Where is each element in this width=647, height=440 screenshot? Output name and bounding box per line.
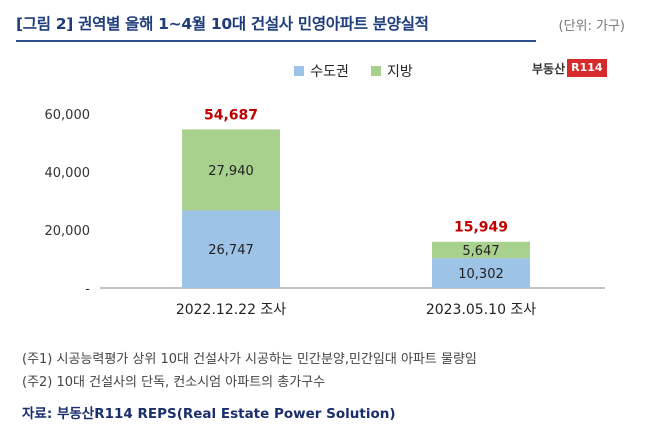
y-tick-label: -: [85, 282, 90, 297]
data-label: 27,940: [208, 164, 254, 179]
x-category-label: 2022.12.22 조사: [176, 302, 286, 318]
data-label: 26,747: [208, 243, 254, 258]
data-label: 10,302: [458, 267, 504, 282]
title-underline: [16, 40, 536, 42]
bar-segment-metro: [432, 258, 530, 288]
legend-swatch-metro: [294, 66, 305, 76]
legend-label-regional: 지방: [386, 64, 413, 80]
x-category-label: 2023.05.10 조사: [426, 302, 536, 318]
chart-legend: 수도권 지방: [0, 61, 647, 81]
chart-title: [그림 2] 권역별 올해 1~4월 10대 건설사 민영아파트 분양실적: [16, 15, 429, 33]
legend-label-metro: 수도권: [310, 64, 349, 80]
bar-segment-regional: [182, 129, 280, 211]
data-label: 5,647: [462, 244, 499, 259]
total-label: 15,949: [454, 220, 508, 236]
y-tick-label: 20,000: [45, 224, 91, 239]
source-note: 자료: 부동산R114 REPS(Real Estate Power Solut…: [22, 406, 396, 422]
legend-item-regional: 지방: [370, 61, 413, 81]
footnote-1: (주1) 시공능력평가 상위 10대 건설사가 시공하는 민간분양,민간임대 아…: [22, 352, 477, 367]
total-label: 54,687: [204, 107, 258, 123]
legend-swatch-regional: [370, 66, 381, 76]
unit-label: (단위: 가구): [558, 19, 626, 34]
y-tick-label: 60,000: [45, 108, 91, 123]
logo-text: 부동산: [532, 61, 566, 76]
legend-item-metro: 수도권: [294, 61, 349, 81]
r114-logo: 부동산 R114: [532, 58, 607, 78]
logo-badge: R114: [567, 59, 607, 77]
y-tick-label: 40,000: [45, 166, 91, 181]
footnote-2: (주2) 10대 건설사의 단독, 컨소시엄 아파트의 총가구수: [22, 375, 326, 390]
footnotes: (주1) 시공능력평가 상위 10대 건설사가 시공하는 민간분양,민간임대 아…: [22, 348, 477, 394]
bar-segment-metro: [182, 210, 280, 288]
stacked-bar-chart: - 20,000 40,000 60,000 26,747 27,940 54,687 202…: [45, 107, 605, 318]
bar-segment-regional: [432, 241, 530, 259]
